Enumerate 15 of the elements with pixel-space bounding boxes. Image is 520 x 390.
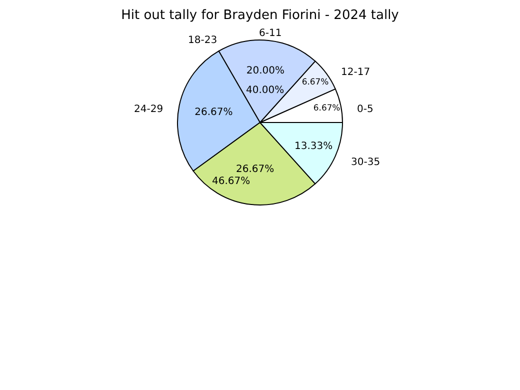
slice-label: 12-17 — [341, 67, 370, 78]
slice-label: 0-5 — [357, 104, 374, 115]
data-label: 6.67% — [302, 76, 329, 86]
text: 46.67% — [212, 176, 250, 187]
text: 40.00% — [246, 85, 284, 96]
data-label: 26.67% — [236, 164, 274, 176]
slice-label: 6-11 — [259, 28, 282, 39]
data-label: 6.67% — [313, 102, 340, 112]
data-label: 13.33% — [294, 140, 333, 152]
data-label: 26.67% — [194, 107, 233, 118]
slice-label: 24-29 — [134, 104, 164, 115]
data-label: 20.00% — [246, 65, 284, 76]
chart-title: Hit out tally for Brayden Fiorini - 2024 tally — [121, 8, 400, 23]
text: 18-23 — [188, 35, 218, 46]
slice-label: 30-35 — [351, 157, 380, 168]
